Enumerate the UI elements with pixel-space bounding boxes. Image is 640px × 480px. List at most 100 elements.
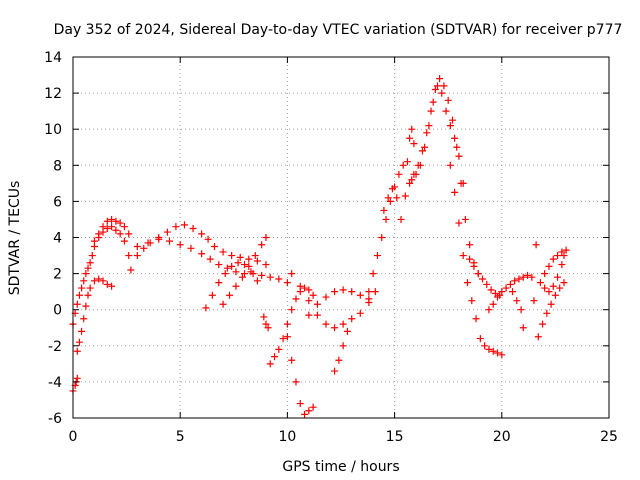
data-point xyxy=(489,347,497,355)
data-point xyxy=(73,347,81,355)
data-point xyxy=(238,273,246,281)
data-point xyxy=(356,291,364,299)
data-point xyxy=(487,286,495,294)
series-sat-r xyxy=(408,82,467,187)
data-point xyxy=(365,288,373,296)
series-sat-a xyxy=(69,223,135,328)
y-tick-label: 12 xyxy=(44,86,62,102)
series-sat-u xyxy=(466,255,504,299)
data-point xyxy=(519,273,527,281)
data-point xyxy=(90,277,98,285)
data-point xyxy=(451,134,459,142)
series-sat-n xyxy=(331,327,351,375)
series-sat-v xyxy=(485,271,536,314)
data-point xyxy=(551,291,559,299)
data-point xyxy=(388,185,396,193)
data-point xyxy=(373,252,381,260)
data-point xyxy=(378,234,386,241)
data-point xyxy=(221,270,229,278)
data-point xyxy=(211,243,219,251)
data-point xyxy=(421,143,429,151)
y-tick-label: 2 xyxy=(53,267,62,283)
data-point xyxy=(219,248,227,256)
data-point xyxy=(502,284,510,292)
data-point xyxy=(275,275,283,283)
data-point xyxy=(406,134,414,142)
data-point xyxy=(116,230,124,238)
data-point xyxy=(103,280,111,288)
data-point xyxy=(408,176,416,184)
data-point xyxy=(494,349,502,357)
data-point xyxy=(436,75,444,83)
data-point xyxy=(412,170,420,178)
data-point xyxy=(472,315,480,323)
data-point xyxy=(524,271,532,279)
data-point xyxy=(513,297,521,305)
series-sat-d xyxy=(90,215,133,245)
data-point xyxy=(133,243,141,251)
data-point xyxy=(489,300,497,308)
data-point xyxy=(313,300,321,308)
x-tick-label: 5 xyxy=(176,429,185,445)
data-point xyxy=(541,284,549,292)
data-point xyxy=(380,206,388,214)
y-tick-label: -2 xyxy=(48,339,62,355)
data-point xyxy=(215,261,223,269)
data-points xyxy=(69,75,570,418)
data-point xyxy=(228,262,236,270)
data-point xyxy=(476,335,484,343)
data-point xyxy=(82,302,90,310)
data-point xyxy=(88,252,96,260)
data-point xyxy=(446,122,454,130)
data-point xyxy=(99,277,107,285)
data-point xyxy=(369,270,377,278)
y-axis-title: SDTVAR / TECUs xyxy=(7,181,23,296)
data-point xyxy=(266,360,274,368)
x-tick-label: 15 xyxy=(386,429,404,445)
y-tick-label: 10 xyxy=(44,122,62,138)
data-point xyxy=(335,356,343,364)
data-point xyxy=(498,288,506,296)
data-point xyxy=(288,270,296,278)
data-point xyxy=(479,275,487,283)
data-point xyxy=(451,188,459,196)
data-point xyxy=(86,284,94,292)
data-point xyxy=(253,257,261,265)
series-sat-t xyxy=(446,161,506,359)
data-point xyxy=(198,230,206,238)
data-point xyxy=(528,273,536,281)
data-point xyxy=(536,279,544,287)
data-point xyxy=(309,403,317,411)
data-point xyxy=(80,277,88,285)
data-point xyxy=(125,230,133,238)
series-sat-h xyxy=(219,234,270,308)
x-tick-labels: 0 5 10 15 20 25 xyxy=(69,429,618,445)
data-point xyxy=(95,275,103,283)
data-point xyxy=(279,335,287,343)
data-point xyxy=(429,98,437,106)
data-point xyxy=(84,291,92,299)
data-point xyxy=(112,217,120,225)
series-sat-e xyxy=(133,221,270,269)
data-point xyxy=(241,270,249,278)
data-point xyxy=(90,237,98,245)
data-point xyxy=(461,215,469,223)
data-point xyxy=(470,262,478,270)
data-point xyxy=(247,268,255,276)
data-point xyxy=(356,309,364,317)
data-point xyxy=(339,286,347,294)
data-point xyxy=(78,327,86,335)
data-point xyxy=(554,252,562,260)
data-point xyxy=(343,327,351,335)
series-sat-c xyxy=(73,275,116,355)
data-point xyxy=(530,297,538,305)
data-point xyxy=(511,277,519,285)
data-point xyxy=(288,306,296,314)
data-point xyxy=(498,351,506,359)
series-sat-p xyxy=(380,185,405,223)
data-point xyxy=(556,284,564,292)
data-point xyxy=(455,219,463,227)
data-point xyxy=(399,161,407,169)
series-sat-j xyxy=(266,284,317,368)
